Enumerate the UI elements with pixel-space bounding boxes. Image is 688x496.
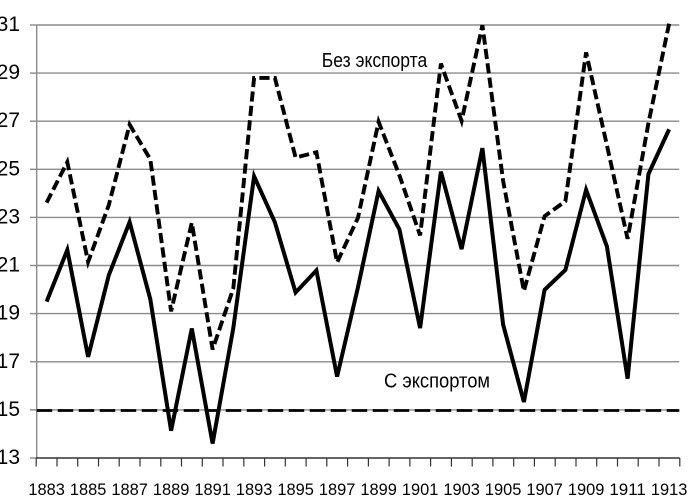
svg-text:1889: 1889 (153, 480, 190, 496)
svg-text:С экспортом: С экспортом (384, 371, 490, 393)
svg-text:1897: 1897 (319, 480, 356, 496)
svg-text:1907: 1907 (526, 480, 563, 496)
svg-text:1895: 1895 (277, 480, 314, 496)
svg-text:13: 13 (0, 446, 20, 469)
svg-text:27: 27 (0, 109, 20, 132)
svg-text:21: 21 (0, 254, 20, 277)
svg-text:15: 15 (0, 398, 20, 421)
svg-text:1903: 1903 (443, 480, 480, 496)
svg-text:1901: 1901 (402, 480, 439, 496)
svg-text:1891: 1891 (194, 480, 231, 496)
svg-text:31: 31 (0, 13, 20, 36)
svg-text:1885: 1885 (70, 480, 107, 496)
svg-text:23: 23 (0, 205, 20, 228)
svg-text:1893: 1893 (236, 480, 273, 496)
svg-text:1899: 1899 (360, 480, 397, 496)
svg-text:1883: 1883 (28, 480, 65, 496)
svg-text:19: 19 (0, 302, 20, 325)
svg-text:25: 25 (0, 157, 20, 180)
svg-text:1905: 1905 (485, 480, 522, 496)
svg-text:Без экспорта: Без экспорта (322, 50, 428, 72)
svg-text:17: 17 (0, 350, 20, 373)
svg-text:1909: 1909 (568, 480, 605, 496)
svg-text:1913: 1913 (651, 480, 688, 496)
svg-text:29: 29 (0, 61, 20, 84)
svg-text:1911: 1911 (609, 480, 646, 496)
svg-text:1887: 1887 (111, 480, 148, 496)
